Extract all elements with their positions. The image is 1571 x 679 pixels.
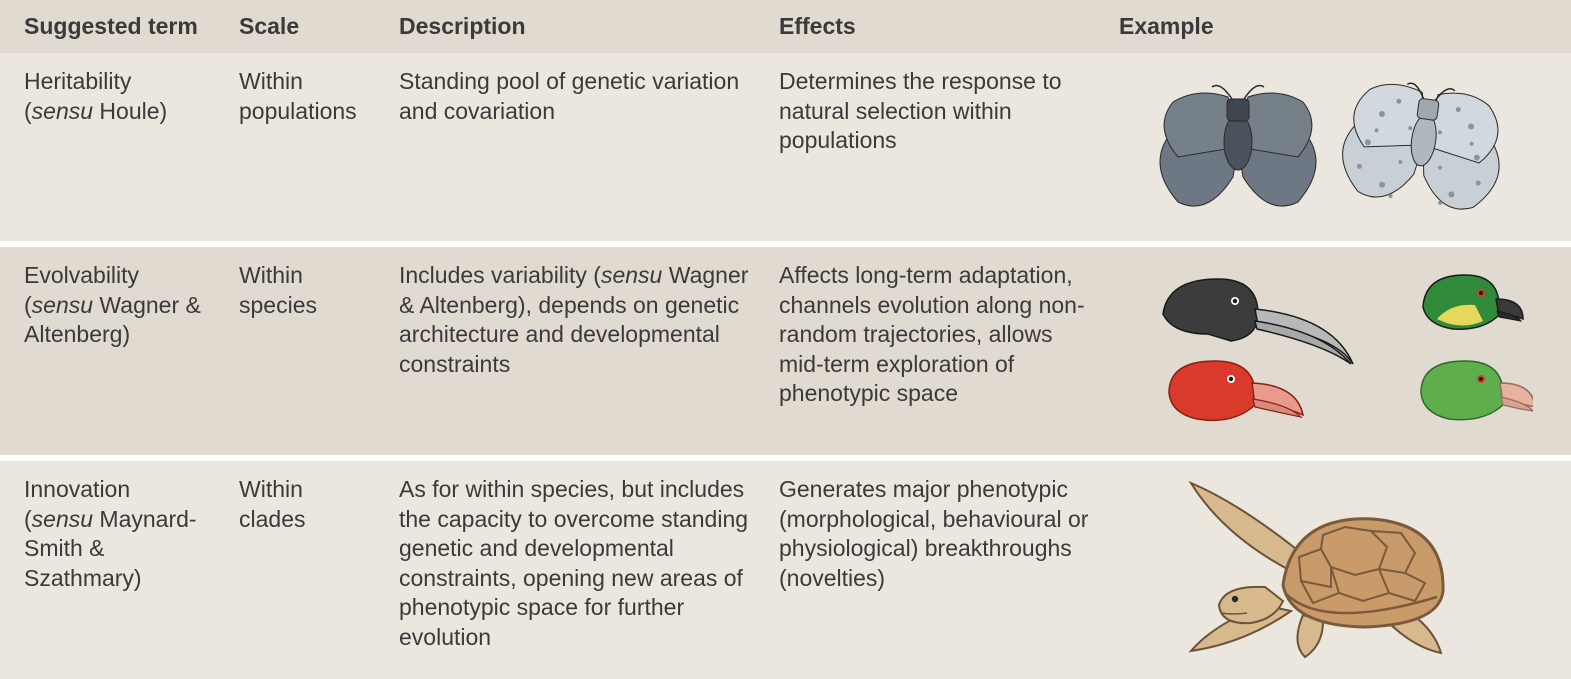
cell-scale: Within populations [239,67,399,126]
col-header-suggested-term: Suggested term [24,12,239,41]
bird-heads-icon [1133,261,1533,441]
col-header-description: Description [399,12,779,41]
cell-term: Heritability (sensu Houle) [24,67,239,126]
cell-effects: Affects long-term adaptation, channels e… [779,261,1119,408]
table-header-row: Suggested term Scale Description Effects… [0,0,1571,53]
term-main: Heritability [24,68,131,94]
table-row: Evolvability (sensu Wagner & Altenberg) … [0,247,1571,455]
cell-scale: Within species [239,261,399,320]
term-sub: (sensu Wagner & Altenberg) [24,292,201,347]
term-sub: (sensu Houle) [24,98,167,124]
term-sub: (sensu Maynard-Smith & Szathmary) [24,506,197,591]
cell-description: As for within species, but includes the … [399,475,779,652]
table-row: Heritability (sensu Houle) Within popula… [0,53,1571,241]
cell-term: Innovation (sensu Maynard-Smith & Szathm… [24,475,239,593]
term-main: Innovation [24,476,130,502]
cell-effects: Determines the response to natural selec… [779,67,1119,155]
cell-description: Includes variability (sensu Wagner & Alt… [399,261,779,379]
col-header-effects: Effects [779,12,1119,41]
cell-example [1119,261,1547,441]
term-main: Evolvability [24,262,139,288]
evolvability-table: Suggested term Scale Description Effects… [0,0,1571,679]
moths-icon [1143,67,1523,227]
col-header-scale: Scale [239,12,399,41]
cell-term: Evolvability (sensu Wagner & Altenberg) [24,261,239,349]
cell-effects: Generates major phenotypic (morphologica… [779,475,1119,593]
cell-description: Standing pool of genetic variation and c… [399,67,779,126]
cell-example [1119,67,1547,227]
cell-scale: Within clades [239,475,399,534]
table-row: Innovation (sensu Maynard-Smith & Szathm… [0,461,1571,679]
cell-example [1119,475,1547,665]
col-header-example: Example [1119,12,1547,41]
turtle-icon [1163,475,1503,665]
